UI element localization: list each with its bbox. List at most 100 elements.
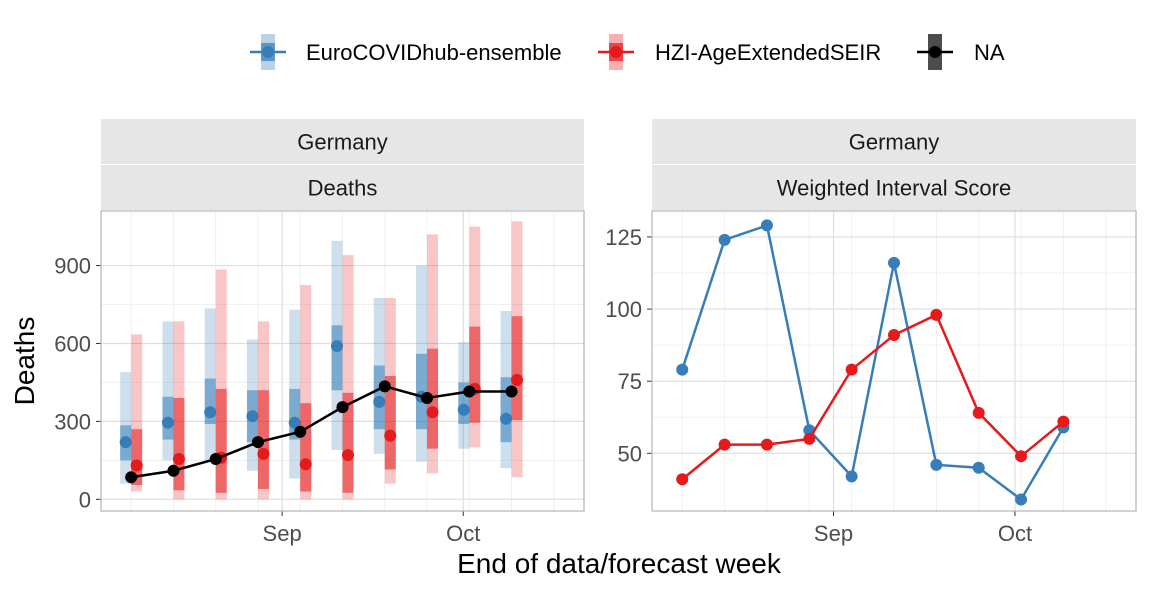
interval-inner-band <box>331 325 343 391</box>
facet-strip-label: Deaths <box>308 176 378 201</box>
data-point <box>125 471 138 484</box>
series-hzi-ageextendedseir <box>676 308 1070 486</box>
median-point <box>288 416 301 429</box>
data-point <box>209 453 222 466</box>
median-point <box>119 436 132 449</box>
median-point <box>384 429 397 442</box>
data-point <box>463 385 476 398</box>
series-line <box>681 313 1065 481</box>
median-point <box>342 449 354 462</box>
x-tick-label: Oct <box>446 521 480 546</box>
data-point <box>1015 493 1028 506</box>
interval-inner-band <box>469 326 481 423</box>
legend: EuroCOVIDhub-ensemble HZI-AgeExtendedSEIR… <box>250 34 1005 70</box>
interval-inner-band <box>458 382 470 424</box>
series-line <box>681 223 1065 502</box>
data-point <box>1015 450 1028 463</box>
legend-key-point <box>610 46 622 58</box>
x-tick-label: Sep <box>814 521 853 546</box>
median-point <box>246 410 259 423</box>
interval-inner-band <box>131 429 143 486</box>
interval-inner-band <box>289 388 301 440</box>
facet-strip-label: Germany <box>297 130 387 155</box>
panel-border <box>651 210 1137 512</box>
median-point <box>257 447 270 460</box>
median-point <box>500 412 513 425</box>
series-hzi-ageextendedseir <box>130 221 524 500</box>
y-tick-label: 50 <box>618 441 642 466</box>
legend-label: HZI-AgeExtendedSEIR <box>655 40 881 65</box>
legend-key <box>917 34 953 70</box>
y-tick-label: 600 <box>54 331 91 356</box>
interval-outer-band <box>300 285 312 500</box>
data-point <box>294 425 307 438</box>
facet-strip <box>652 165 1136 210</box>
panel-border <box>100 210 585 512</box>
interval-outer-band <box>342 255 354 500</box>
median-point <box>457 403 470 416</box>
data-point <box>972 406 985 419</box>
legend-key-point <box>929 46 941 58</box>
y-tick-label: 0 <box>79 487 91 512</box>
interval-inner-band <box>300 403 312 492</box>
median-point <box>204 406 217 419</box>
interval-inner-band <box>173 398 185 491</box>
legend-label: NA <box>974 40 1005 65</box>
panel-deaths: Germany Deaths 0 300 600 900 Sep Oct <box>54 119 585 546</box>
interval-inner-band <box>342 392 354 493</box>
median-point <box>130 459 143 472</box>
data-point <box>718 438 731 451</box>
legend-label: EuroCOVIDhub-ensemble <box>306 40 562 65</box>
interval-inner-band <box>384 375 396 470</box>
legend-key <box>598 34 634 70</box>
data-point <box>676 473 689 486</box>
facet-strip <box>101 119 584 164</box>
y-axis-title: Deaths <box>9 317 40 406</box>
facet-strip <box>101 165 584 210</box>
data-point <box>505 385 518 398</box>
x-axis-title: End of data/forecast week <box>457 548 782 579</box>
data-point <box>336 401 349 414</box>
data-point <box>930 458 943 471</box>
panel-weighted-interval-score: Germany Weighted Interval Score 50 75 100 125… <box>605 119 1137 546</box>
data-point <box>718 233 731 246</box>
series-na <box>125 380 518 484</box>
data-point <box>421 392 434 405</box>
y-tick-label: 300 <box>54 409 91 434</box>
median-point <box>299 458 312 471</box>
interval-inner-band <box>500 377 512 443</box>
interval-inner-band <box>215 388 227 493</box>
data-point <box>803 432 816 445</box>
median-point <box>331 340 343 353</box>
y-tick-label: 125 <box>605 225 642 250</box>
y-tick-label: 900 <box>54 254 91 279</box>
data-point <box>760 438 773 451</box>
data-point <box>888 329 900 342</box>
data-point <box>888 256 900 269</box>
data-point <box>845 470 858 483</box>
y-tick-label: 75 <box>618 369 642 394</box>
facet-strip-label: Germany <box>849 130 939 155</box>
data-point <box>251 436 264 449</box>
interval-inner-band <box>511 316 523 421</box>
interval-inner-band <box>204 378 216 424</box>
interval-outer-band <box>215 269 227 500</box>
data-point <box>845 363 858 376</box>
x-tick-label: Oct <box>998 521 1032 546</box>
median-point <box>511 373 524 386</box>
data-point <box>1057 415 1070 428</box>
data-point <box>167 464 180 477</box>
median-point <box>161 416 174 429</box>
median-point <box>373 395 386 408</box>
interval-outer-band <box>162 321 174 461</box>
data-point <box>378 380 391 393</box>
y-tick-label: 100 <box>605 297 642 322</box>
data-point <box>760 219 773 232</box>
data-point <box>676 363 689 376</box>
interval-outer-band <box>131 334 143 492</box>
median-point <box>172 453 185 466</box>
data-point <box>930 308 943 321</box>
data-point <box>972 461 985 474</box>
